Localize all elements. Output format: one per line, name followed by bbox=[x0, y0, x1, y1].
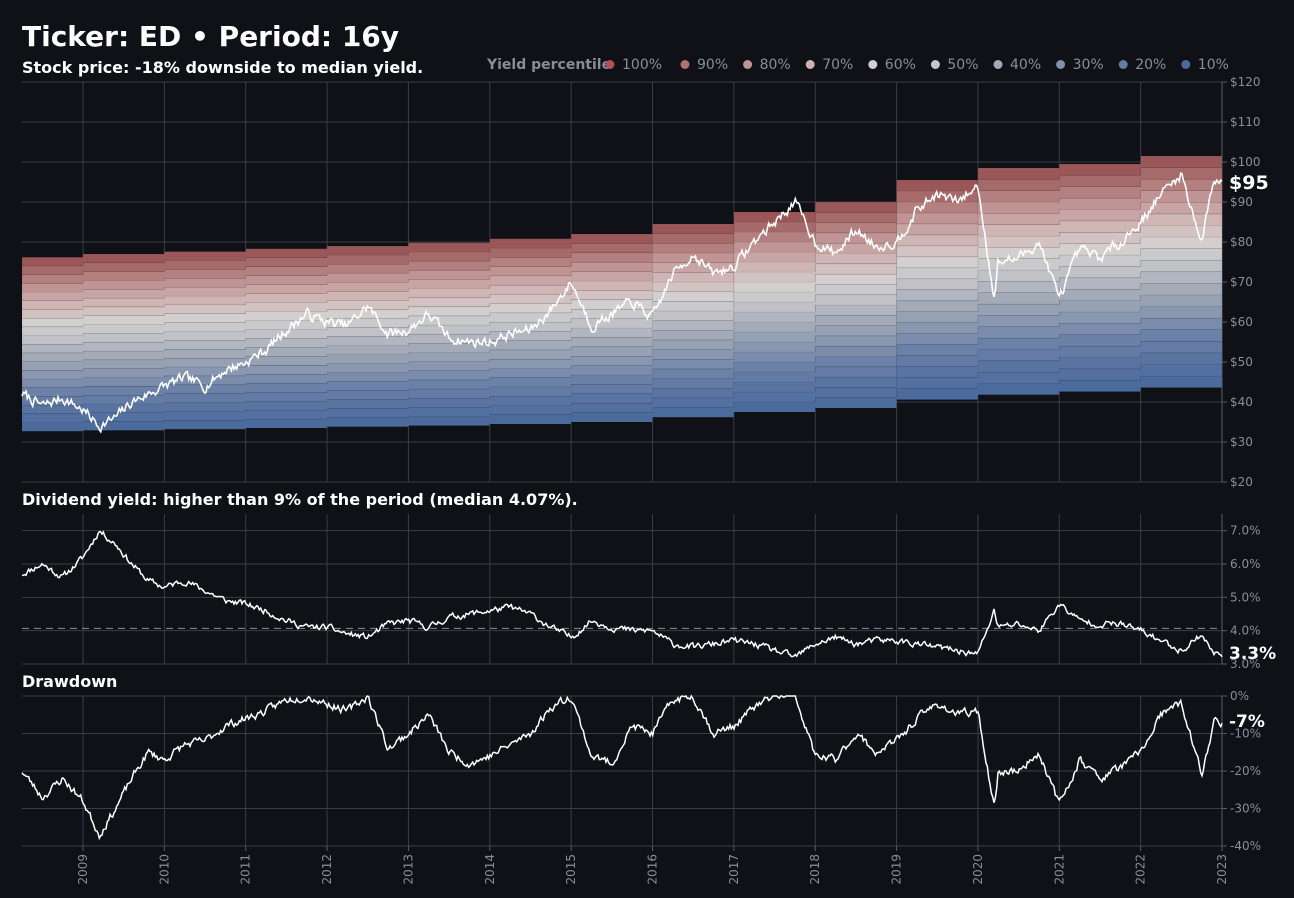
x-tick-label: 2011 bbox=[239, 854, 253, 885]
x-tick-label: 2009 bbox=[76, 854, 90, 885]
x-tick-label: 2017 bbox=[727, 854, 741, 885]
y-tick-label: $90 bbox=[1230, 195, 1253, 209]
x-tick-label: 2012 bbox=[320, 854, 334, 885]
legend-swatch bbox=[1056, 60, 1066, 69]
y-tick-label: $40 bbox=[1230, 395, 1253, 409]
legend-label: 80% bbox=[760, 57, 791, 73]
x-tick-label: 2016 bbox=[646, 854, 660, 885]
legend-label: 50% bbox=[947, 57, 978, 73]
legend-swatch bbox=[993, 60, 1003, 69]
legend-label: 10% bbox=[1198, 57, 1229, 73]
y-tick-label: $20 bbox=[1230, 475, 1253, 489]
legend-swatch bbox=[805, 60, 815, 69]
y-tick-label: -40% bbox=[1230, 839, 1261, 853]
legend-label: 30% bbox=[1073, 57, 1104, 73]
drawdown-panel-title: Drawdown bbox=[22, 672, 117, 691]
legend-swatch bbox=[1181, 60, 1191, 69]
legend-label: 90% bbox=[697, 57, 728, 73]
y-tick-label: 7.0% bbox=[1230, 524, 1261, 538]
x-tick-label: 2023 bbox=[1215, 854, 1229, 885]
price-last-label: $95 bbox=[1229, 172, 1269, 194]
y-tick-label: -10% bbox=[1230, 727, 1261, 741]
x-tick-label: 2021 bbox=[1052, 854, 1066, 885]
x-tick-label: 2020 bbox=[971, 854, 985, 885]
y-tick-label: $70 bbox=[1230, 275, 1253, 289]
legend-label: 40% bbox=[1010, 57, 1041, 73]
yield-last-label: 3.3% bbox=[1229, 644, 1276, 664]
x-tick-label: 2015 bbox=[564, 854, 578, 885]
x-tick-label: 2010 bbox=[157, 854, 171, 885]
x-tick-label: 2019 bbox=[890, 854, 904, 885]
x-tick-label: 2018 bbox=[808, 854, 822, 885]
x-tick-label: 2014 bbox=[483, 854, 497, 885]
legend-label: 60% bbox=[885, 57, 916, 73]
legend-swatch bbox=[743, 60, 753, 69]
chart-title: Ticker: ED • Period: 16y bbox=[22, 20, 399, 53]
legend-swatch bbox=[930, 60, 940, 69]
y-tick-label: 5.0% bbox=[1230, 590, 1261, 604]
y-tick-label: -30% bbox=[1230, 802, 1261, 816]
yield-panel: 3.0% 4.0% 5.0% 6.0% 7.0% 3.3% bbox=[21, 514, 1276, 671]
price-panel-title: Stock price: -18% downside to median yie… bbox=[22, 58, 423, 77]
price-line bbox=[21, 171, 1223, 434]
yield-percentile-legend: Yield percentile 100% 90% 80% 70% 60% 50% 40% 3… bbox=[486, 57, 1229, 73]
y-tick-label: $80 bbox=[1230, 235, 1253, 249]
y-tick-label: $60 bbox=[1230, 315, 1253, 329]
drawdown-last-label: -7% bbox=[1229, 712, 1265, 732]
y-tick-label: $110 bbox=[1230, 115, 1261, 129]
y-tick-label: $100 bbox=[1230, 155, 1261, 169]
price-panel: $20 $30 $40 $50 $60 $70 $80 $90 $100 $110 $120 $95 bbox=[21, 75, 1269, 489]
drawdown-panel: 0% -10% -20% -30% -40% -7% 2009 2010 2011 2012 201… bbox=[21, 689, 1265, 885]
yield-percentile-band bbox=[21, 155, 1223, 267]
legend-swatch bbox=[605, 60, 615, 69]
legend-swatch bbox=[680, 60, 690, 69]
yield-panel-title: Dividend yield: higher than 9% of the pe… bbox=[22, 490, 578, 509]
drawdown-line bbox=[21, 694, 1223, 841]
legend-title: Yield percentile bbox=[486, 57, 611, 73]
legend-label: 100% bbox=[622, 57, 662, 73]
y-tick-label: $30 bbox=[1230, 435, 1253, 449]
y-tick-label: 3.0% bbox=[1230, 657, 1261, 671]
legend-swatch bbox=[1118, 60, 1128, 69]
y-tick-label: $50 bbox=[1230, 355, 1253, 369]
y-tick-label: 0% bbox=[1230, 689, 1249, 703]
x-tick-label: 2013 bbox=[401, 854, 415, 885]
x-tick-label: 2022 bbox=[1134, 854, 1148, 885]
y-tick-label: 6.0% bbox=[1230, 557, 1261, 571]
y-tick-label: $120 bbox=[1230, 75, 1261, 89]
legend-label: 20% bbox=[1135, 57, 1166, 73]
legend-swatch bbox=[868, 60, 878, 69]
y-tick-label: -20% bbox=[1230, 764, 1261, 778]
yield-line bbox=[21, 530, 1223, 658]
legend-label: 70% bbox=[822, 57, 853, 73]
y-tick-label: 4.0% bbox=[1230, 624, 1261, 638]
